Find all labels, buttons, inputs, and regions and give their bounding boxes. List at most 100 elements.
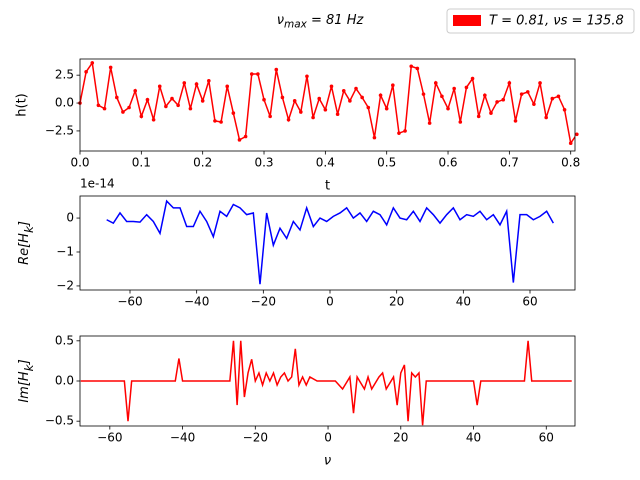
x-tick-label: −20 — [251, 295, 276, 309]
data-point — [323, 107, 328, 112]
data-point — [538, 81, 542, 85]
x-tick-label: −20 — [243, 431, 268, 445]
x-tick-label: −40 — [184, 295, 209, 309]
data-point — [121, 110, 125, 114]
data-point — [421, 92, 426, 96]
y-tick-label: 0.5 — [55, 333, 74, 347]
y-axis-label: Re[Hk] — [17, 221, 36, 265]
data-point — [299, 110, 303, 114]
axes-frame — [79, 195, 576, 291]
x-tick-label: 0.1 — [132, 156, 151, 170]
data-point — [501, 97, 506, 102]
x-tick-label: −60 — [117, 295, 142, 309]
data-point — [108, 65, 113, 70]
data-point — [243, 134, 248, 139]
data-point — [575, 132, 579, 137]
data-point — [133, 88, 138, 93]
data-point — [446, 106, 450, 111]
data-point — [397, 131, 401, 135]
data-point — [409, 64, 414, 69]
data-line — [106, 199, 554, 285]
data-point — [464, 85, 469, 90]
data-point — [170, 96, 174, 101]
data-point — [544, 115, 548, 120]
legend-swatch — [453, 15, 481, 26]
y-axis-label-sub: k — [22, 225, 36, 233]
data-point — [335, 112, 340, 116]
data-point — [311, 115, 315, 120]
data-point — [176, 103, 180, 108]
data-point — [329, 84, 334, 89]
data-point — [372, 135, 377, 140]
data-point — [237, 138, 242, 142]
x-tick-label: 60 — [522, 295, 537, 309]
data-point — [360, 95, 364, 100]
data-point — [256, 72, 260, 76]
data-point — [213, 119, 217, 123]
axes-frame — [79, 58, 576, 152]
data-point — [470, 76, 475, 81]
data-point — [151, 117, 156, 122]
data-point — [219, 120, 223, 124]
data-point — [403, 129, 407, 133]
data-line — [80, 340, 572, 426]
data-point — [354, 86, 358, 91]
data-point — [519, 92, 524, 96]
y-axis-label-rest: ] — [17, 359, 32, 365]
data-point — [476, 114, 481, 119]
data-point — [513, 119, 518, 123]
data-point — [200, 99, 205, 103]
x-tick-label: 40 — [466, 431, 481, 445]
data-point — [157, 84, 162, 89]
data-point — [341, 88, 346, 93]
data-point — [268, 114, 272, 119]
y-axis-label: h(t) — [15, 93, 30, 116]
data-point — [440, 94, 444, 99]
figure-title-sub: max — [284, 19, 308, 31]
data-point — [427, 121, 432, 125]
y-axis-label-rest: ] — [17, 221, 32, 227]
y-tick-label: −2 — [56, 278, 74, 292]
figure-title-rest: = 81 Hz — [307, 13, 365, 28]
data-point — [415, 66, 420, 71]
data-point — [182, 81, 187, 85]
y-tick-label: −0.5 — [45, 414, 74, 428]
data-point — [274, 67, 279, 72]
data-point — [90, 61, 95, 65]
x-tick-label: 20 — [389, 295, 404, 309]
data-point — [489, 111, 493, 115]
x-tick-label: 0.4 — [316, 156, 335, 170]
data-point — [317, 96, 322, 101]
x-axis-label: t — [325, 179, 330, 194]
legend-label: T = 0.81, νs = 135.8 — [489, 14, 624, 29]
data-point — [458, 120, 463, 124]
x-tick-label: −60 — [97, 431, 122, 445]
data-point — [207, 78, 211, 83]
data-point — [96, 103, 101, 108]
x-tick-label: 0.2 — [193, 156, 212, 170]
y-tick-label: 0.0 — [55, 374, 74, 388]
data-point — [127, 105, 131, 110]
data-point — [384, 106, 389, 111]
x-tick-label: 0.0 — [70, 156, 89, 170]
data-point — [145, 97, 150, 102]
data-point — [84, 70, 88, 74]
data-point — [495, 100, 499, 104]
y-tick-label: 0.0 — [55, 96, 74, 110]
data-point — [225, 84, 230, 89]
data-point — [348, 99, 352, 103]
legend-box — [446, 8, 635, 34]
data-point — [231, 111, 236, 115]
x-tick-label: 60 — [539, 431, 554, 445]
data-point — [280, 95, 285, 100]
y-axis-label-base: Re[H — [17, 233, 32, 265]
data-point — [249, 72, 254, 76]
y-axis-label-base: Im[H — [17, 371, 32, 403]
figure-title: νmax = 81 Hz — [277, 13, 365, 31]
x-tick-label: 0.7 — [500, 156, 519, 170]
data-point — [305, 74, 309, 79]
x-tick-label: 0.6 — [438, 156, 457, 170]
data-point — [507, 81, 512, 85]
data-point — [366, 105, 371, 110]
